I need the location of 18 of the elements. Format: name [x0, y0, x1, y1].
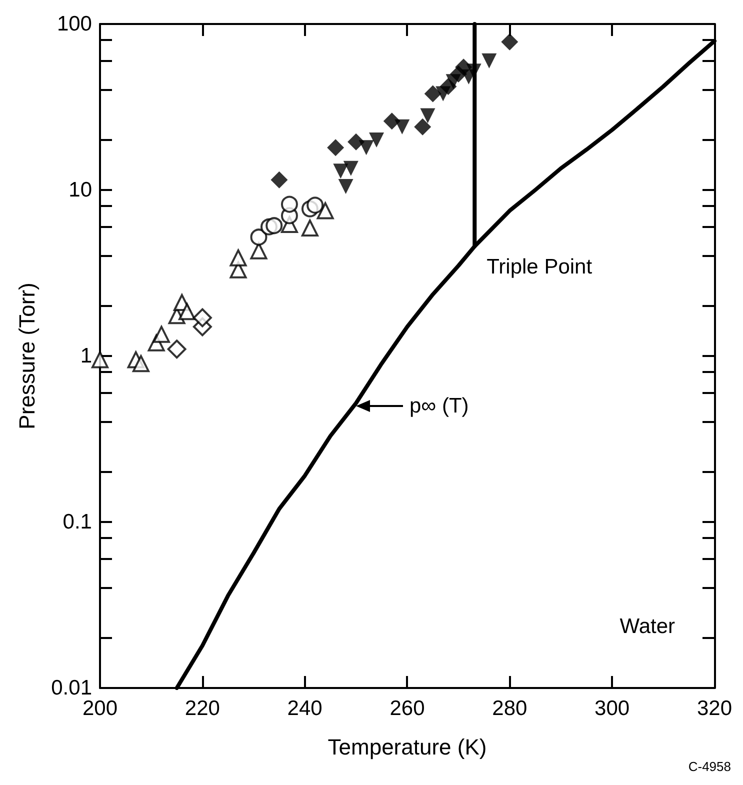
x-tick-label: 240: [287, 697, 322, 720]
y-tick-label: 1: [80, 344, 92, 368]
x-axis-title: Temperature (K): [328, 734, 487, 760]
y-axis-title: Pressure (Torr): [14, 282, 40, 430]
x-tick-label: 300: [594, 697, 630, 720]
x-tick-label: 260: [390, 697, 425, 720]
x-tick-label: 280: [492, 697, 528, 720]
annotation: Water: [620, 615, 676, 638]
y-tick-label: 100: [56, 12, 92, 36]
y-tick-label: 0.1: [62, 510, 92, 534]
annotation: p∞ (T): [409, 394, 469, 418]
x-tick-label: 320: [696, 697, 732, 720]
x-tick-label: 220: [184, 697, 220, 720]
y-tick-label: 0.01: [51, 676, 92, 700]
annotation: Triple Point: [486, 255, 592, 278]
y-tick-label: 10: [68, 178, 92, 202]
x-tick-label: 200: [82, 697, 118, 720]
text: C-4958: [688, 759, 732, 774]
